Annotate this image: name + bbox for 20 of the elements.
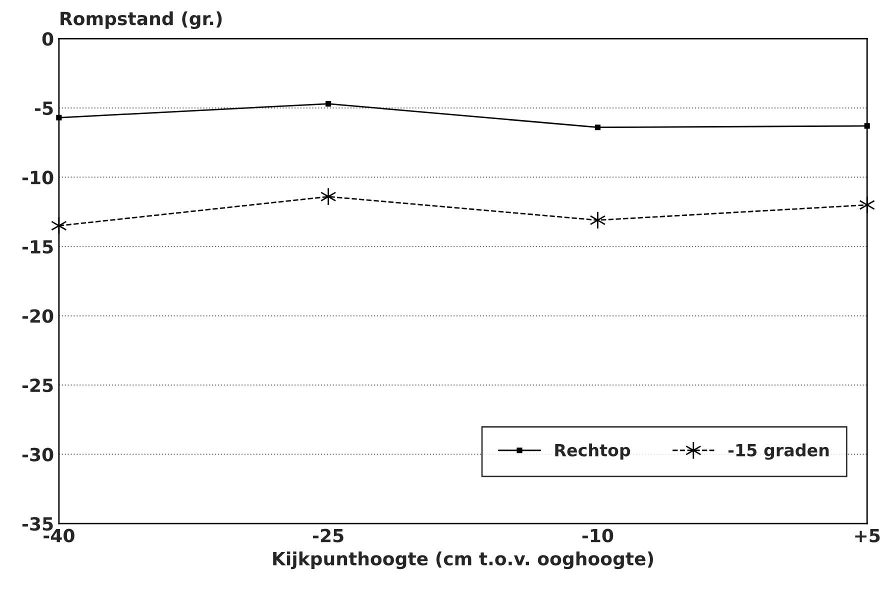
point [326,101,332,107]
x-tick-label: -25 [312,528,344,542]
y-tick-label: -25 [22,378,53,392]
y-tick-label: 0 [42,32,54,46]
y-tick-label: -15 [22,240,53,254]
point [590,211,606,230]
legend-label: Rechtop [555,444,630,460]
y-tick-label: -35 [22,517,53,531]
y-tick-label: -20 [22,309,54,323]
legend-label: -15 graden [728,444,829,460]
point [594,124,600,130]
y-axis-title: Rompstand (gr.) [60,11,222,29]
y-tick-label: -10 [22,170,54,184]
x-tick-label: +5 [855,529,880,542]
y-tick-label: -5 [35,102,53,116]
y-tick-label: -30 [22,448,54,462]
point [320,188,336,206]
x-tick-label: -40 [44,528,74,542]
x-axis-title: Kijkpunthoogte (cm t.o.v. ooghoogte) [273,551,654,570]
x-tick-label: -10 [582,528,614,542]
